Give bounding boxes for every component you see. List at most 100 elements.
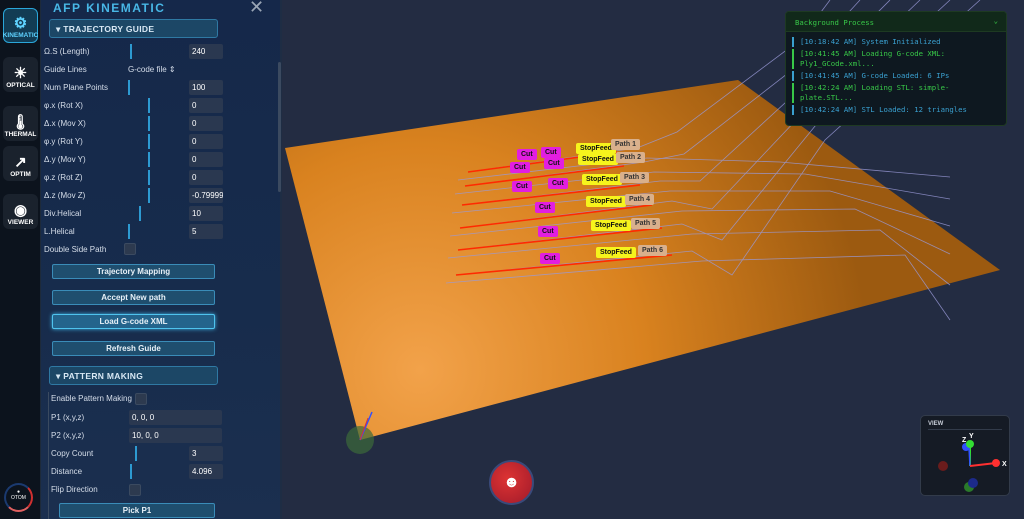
load-gcode-xml-button[interactable]: Load G-code XML [52, 314, 215, 329]
rail-label: VIEWER [7, 219, 34, 226]
flip-direction-row: Flip Direction [51, 482, 281, 498]
double-side-checkbox[interactable] [124, 243, 136, 255]
trajectory-mapping-button[interactable]: Trajectory Mapping [52, 264, 215, 279]
field-row: Div.Helical 10 [44, 206, 274, 222]
copy-count-input[interactable]: 3 [189, 446, 223, 461]
p1-input[interactable]: 0, 0, 0 [129, 410, 222, 425]
neg-z-dot [968, 478, 978, 488]
field-input[interactable]: -0.79999 [189, 188, 223, 203]
field-input[interactable]: 0 [189, 152, 223, 167]
accept-new-path-button[interactable]: Accept New path [52, 290, 215, 305]
rail-label: KINEMATIC [2, 32, 39, 39]
refresh-guide-button[interactable]: Refresh Guide [52, 341, 215, 356]
cut-label: Cut [512, 181, 532, 192]
select-value: G-code file [128, 65, 167, 74]
rail-label: OPTICAL [6, 82, 35, 89]
field-row: Guide Lines G-code file ⇕ [44, 62, 274, 78]
enable-pattern-checkbox[interactable] [135, 393, 147, 405]
section-trajectory-guide[interactable]: ▾ TRAJECTORY GUIDE [49, 19, 218, 38]
field-input[interactable]: 0 [189, 134, 223, 149]
section-pattern-making[interactable]: ▾ PATTERN MAKING [49, 366, 218, 385]
path-label: Path 3 [620, 172, 650, 183]
guide-line [451, 190, 951, 227]
rail-thermal-button[interactable]: 🌡 THERMAL [3, 106, 38, 141]
cut-label: Cut [544, 158, 564, 169]
guide-line [457, 157, 951, 181]
log-entry: [10:42:24 AM] Loading STL: simple-plate.… [792, 83, 1000, 103]
field-input[interactable]: 100 [189, 80, 223, 95]
copy-count-slider[interactable] [135, 446, 137, 461]
p2-input[interactable]: 10, 0, 0 [129, 428, 222, 443]
distance-slider[interactable] [130, 464, 132, 479]
panel-title: AFP KINEMATIC [53, 1, 166, 15]
field-input[interactable]: 10 [189, 206, 223, 221]
field-slider[interactable] [148, 134, 150, 149]
path-line [457, 227, 663, 251]
field-row: φ.x (Rot X) 0 [44, 98, 274, 114]
field-slider[interactable] [148, 98, 150, 113]
field-slider[interactable] [128, 224, 131, 239]
thermometer-icon: 🌡 [10, 114, 31, 131]
neg-x-dot [938, 461, 948, 471]
field-slider[interactable] [148, 170, 150, 185]
stopfeed-label: StopFeed [582, 174, 622, 185]
field-label: Num Plane Points [44, 83, 109, 92]
kinematic-panel: AFP KINEMATIC ✕ ▾ TRAJECTORY GUIDE Ω.S (… [41, 0, 282, 519]
guide-lines-select[interactable]: G-code file ⇕ [128, 65, 176, 74]
rail-optim-button[interactable]: ↗ OPTIM [3, 146, 38, 181]
y-label: Y [969, 433, 974, 440]
rail-optical-button[interactable]: ☀ OPTICAL [3, 57, 38, 92]
stopfeed-label: StopFeed [596, 247, 636, 258]
panel-scrollbar[interactable] [278, 62, 281, 192]
y-axis-dot [966, 440, 974, 448]
robot-icon: ☻ [503, 474, 520, 491]
view-title: VIEW [928, 421, 1002, 430]
log-entry: [10:41:45 AM] Loading G-code XML: Ply1_G… [792, 49, 1000, 69]
flip-direction-checkbox[interactable] [129, 484, 141, 496]
guide-line [449, 208, 951, 255]
log-entry: [10:18:42 AM] System Initialized [792, 37, 1000, 47]
field-input[interactable]: 240 [189, 44, 223, 59]
assistant-bot-button[interactable]: ☻ [489, 460, 534, 505]
trend-up-icon: ↗ [14, 154, 27, 171]
field-slider[interactable] [148, 116, 150, 131]
rail-label: OPTIM [10, 171, 31, 178]
chevron-down-icon[interactable]: ⌄ [993, 16, 998, 25]
view-gizmo[interactable]: VIEW X Y Z [920, 415, 1010, 496]
field-label: φ.y (Rot Y) [44, 137, 83, 146]
field-slider[interactable] [139, 206, 142, 221]
cut-label: Cut [548, 178, 568, 189]
p1-label: P1 (x,y,z) [51, 413, 85, 422]
field-slider[interactable] [130, 44, 133, 59]
field-input[interactable]: 0 [189, 98, 223, 113]
field-slider[interactable] [148, 188, 150, 203]
path-line [455, 254, 673, 276]
pick-p1-button[interactable]: Pick P1 [59, 503, 215, 518]
field-label: Guide Lines [44, 65, 87, 74]
field-row: Ω.S (Length) 240 [44, 44, 274, 60]
close-icon[interactable]: ✕ [249, 0, 265, 17]
field-label: Δ.z (Mov Z) [44, 191, 86, 200]
rail-kinematic-button[interactable]: ⚙ KINEMATIC [3, 8, 38, 43]
p2-row: P2 (x,y,z) 10, 0, 0 [51, 428, 281, 444]
field-row: Δ.x (Mov X) 0 [44, 116, 274, 132]
field-slider[interactable] [128, 80, 131, 95]
field-input[interactable]: 0 [189, 170, 223, 185]
log-title: Background Process [795, 18, 875, 27]
rail-viewer-button[interactable]: ◉ VIEWER [3, 194, 38, 229]
field-row: φ.y (Rot Y) 0 [44, 134, 274, 150]
field-row: L.Helical 5 [44, 224, 274, 240]
copy-count-row: Copy Count 3 [51, 446, 281, 462]
rail-label: THERMAL [4, 131, 37, 138]
field-input[interactable]: 0 [189, 116, 223, 131]
flip-direction-label: Flip Direction [51, 485, 98, 494]
double-side-label: Double Side Path [44, 245, 107, 254]
field-slider[interactable] [148, 152, 150, 167]
field-label: Div.Helical [44, 209, 82, 218]
field-input[interactable]: 5 [189, 224, 223, 239]
log-header[interactable]: Background Process ⌄ [786, 12, 1006, 32]
field-label: φ.x (Rot X) [44, 101, 83, 110]
field-label: L.Helical [44, 227, 75, 236]
distance-input[interactable]: 4.096 [189, 464, 223, 479]
field-label: Δ.x (Mov X) [44, 119, 86, 128]
